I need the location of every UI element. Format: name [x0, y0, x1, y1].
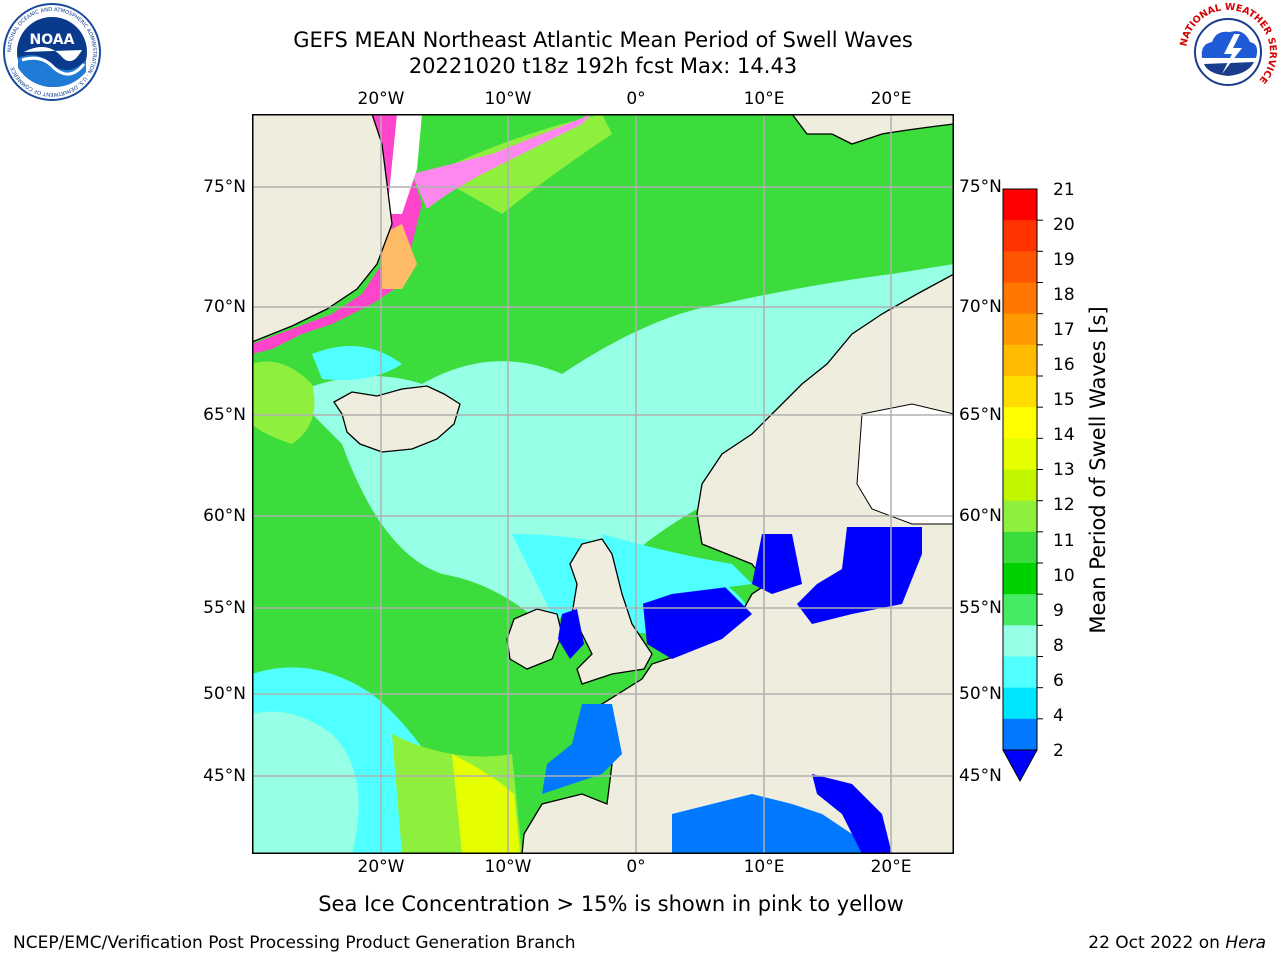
colorbar-tick: 4	[1053, 706, 1064, 726]
nws-logo: NATIONAL WEATHER SERVICE	[1178, 2, 1278, 100]
colorbar-segment	[1003, 376, 1037, 408]
colorbar-tick: 17	[1053, 320, 1075, 340]
svg-text:NOAA: NOAA	[30, 32, 75, 48]
lon-label-top: 10°W	[484, 89, 532, 109]
lat-label-right: 45°N	[959, 766, 1002, 786]
sea-ice-edge	[252, 114, 422, 354]
sea-ice-caption: Sea Ice Concentration > 15% is shown in …	[318, 892, 904, 916]
footer-date: 22 Oct 2022 on Hera	[1088, 932, 1266, 954]
colorbar-tick: 21	[1053, 180, 1075, 200]
colorbar-segment	[1003, 282, 1037, 315]
noaa-logo: NOAA NATIONAL OCEANIC AND ATMOSPHERIC AD…	[3, 3, 101, 101]
colorbar-tick: 11	[1053, 531, 1075, 551]
chart-subtitle: 20221020 t18z 192h fcst Max: 14.43	[408, 54, 798, 78]
colorbar-segment	[1003, 625, 1037, 657]
colorbar-tick: 6	[1053, 671, 1064, 691]
lat-label-right: 50°N	[959, 684, 1002, 704]
chart-title: GEFS MEAN Northeast Atlantic Mean Period…	[293, 28, 913, 52]
map-canvas	[252, 114, 954, 854]
north-sea	[642, 584, 752, 659]
colorbar-tick: 18	[1053, 285, 1075, 305]
lat-label-right: 70°N	[959, 297, 1002, 317]
footer-producer: NCEP/EMC/Verification Post Processing Pr…	[13, 933, 576, 953]
colorbar-segment	[1003, 500, 1037, 533]
lat-label-left: 65°N	[203, 405, 246, 425]
colorbar-frame	[1002, 188, 1038, 751]
lat-label-left: 45°N	[203, 766, 246, 786]
colorbar-segment	[1003, 656, 1037, 689]
colorbar-segment	[1003, 251, 1037, 283]
lat-label-left: 55°N	[203, 598, 246, 618]
lat-label-left: 75°N	[203, 177, 246, 197]
swell-period-map	[252, 114, 954, 854]
irish-sea	[558, 609, 584, 659]
colorbar-segment	[1003, 531, 1037, 564]
sea-ice-edge	[412, 114, 592, 209]
lat-label-left: 50°N	[203, 684, 246, 704]
lat-label-left: 60°N	[203, 506, 246, 526]
lat-label-right: 60°N	[959, 506, 1002, 526]
colorbar-tick: 13	[1053, 460, 1075, 480]
bay-of-biscay	[542, 704, 622, 794]
colorbar-segment	[1003, 220, 1037, 252]
footer-date-text: 22 Oct 2022 on	[1088, 933, 1226, 953]
lon-label-top: 0°	[626, 89, 646, 109]
colorbar-segment	[1003, 563, 1037, 595]
swell-zone-light	[292, 264, 954, 634]
colorbar-tick: 9	[1053, 601, 1064, 621]
colorbar-segment	[1003, 687, 1037, 720]
lat-label-right: 65°N	[959, 405, 1002, 425]
colorbar-segment	[1003, 189, 1037, 221]
footer-machine: Hera	[1225, 933, 1266, 953]
iceland	[333, 385, 461, 453]
colorbar-tick: 14	[1053, 425, 1075, 445]
colorbar-tick: 16	[1053, 355, 1075, 375]
swell-zone-yellowgreen	[252, 361, 315, 444]
colorbar-segment	[1003, 469, 1037, 502]
colorbar-segment	[1003, 594, 1037, 626]
lon-label-bottom: 20°E	[870, 857, 912, 877]
colorbar-segment	[1003, 313, 1037, 346]
great-britain	[569, 538, 653, 685]
lon-label-bottom: 10°W	[484, 857, 532, 877]
swell-zone-cyan	[312, 346, 402, 380]
lat-label-right: 55°N	[959, 598, 1002, 618]
map-border	[252, 114, 954, 854]
colorbar-tick: 8	[1053, 636, 1064, 656]
lon-label-top: 10°E	[743, 89, 785, 109]
colorbar-tick: 19	[1053, 250, 1075, 270]
colorbar-tick: 20	[1053, 215, 1075, 235]
lat-label-right: 75°N	[959, 177, 1002, 197]
colorbar-segment	[1003, 407, 1037, 439]
lon-label-top: 20°W	[357, 89, 405, 109]
swell-zone-yellow	[452, 754, 520, 854]
swell-zone-yellowgreen	[432, 114, 612, 214]
bothnia-ice	[856, 403, 954, 525]
colorbar-segment	[1003, 344, 1037, 377]
lon-label-bottom: 20°W	[357, 857, 405, 877]
adriatic	[812, 774, 892, 854]
colorbar-tick: 2	[1053, 741, 1064, 761]
graticule	[252, 114, 954, 854]
colorbar-tick: 15	[1053, 390, 1075, 410]
lon-label-top: 20°E	[870, 89, 912, 109]
mediterranean	[672, 794, 872, 854]
colorbar-segment	[1003, 718, 1037, 751]
colorbar-segment	[1003, 438, 1037, 470]
mainland-europe	[521, 273, 954, 854]
sea-ice-interior	[387, 114, 422, 214]
lat-label-left: 70°N	[203, 297, 246, 317]
colorbar-label: Mean Period of Swell Waves [s]	[1086, 306, 1110, 634]
north-sea-cyan	[602, 534, 752, 604]
colorbar-tick: 10	[1053, 566, 1075, 586]
greenland	[252, 114, 393, 343]
swell-zone-light	[252, 711, 359, 854]
colorbar-tick: 12	[1053, 495, 1075, 515]
sea-ice-edge	[382, 224, 417, 289]
lon-label-bottom: 0°	[626, 857, 646, 877]
colorbar-extend-min	[1002, 749, 1038, 783]
colorbar	[1002, 188, 1043, 783]
lon-label-bottom: 10°E	[743, 857, 785, 877]
